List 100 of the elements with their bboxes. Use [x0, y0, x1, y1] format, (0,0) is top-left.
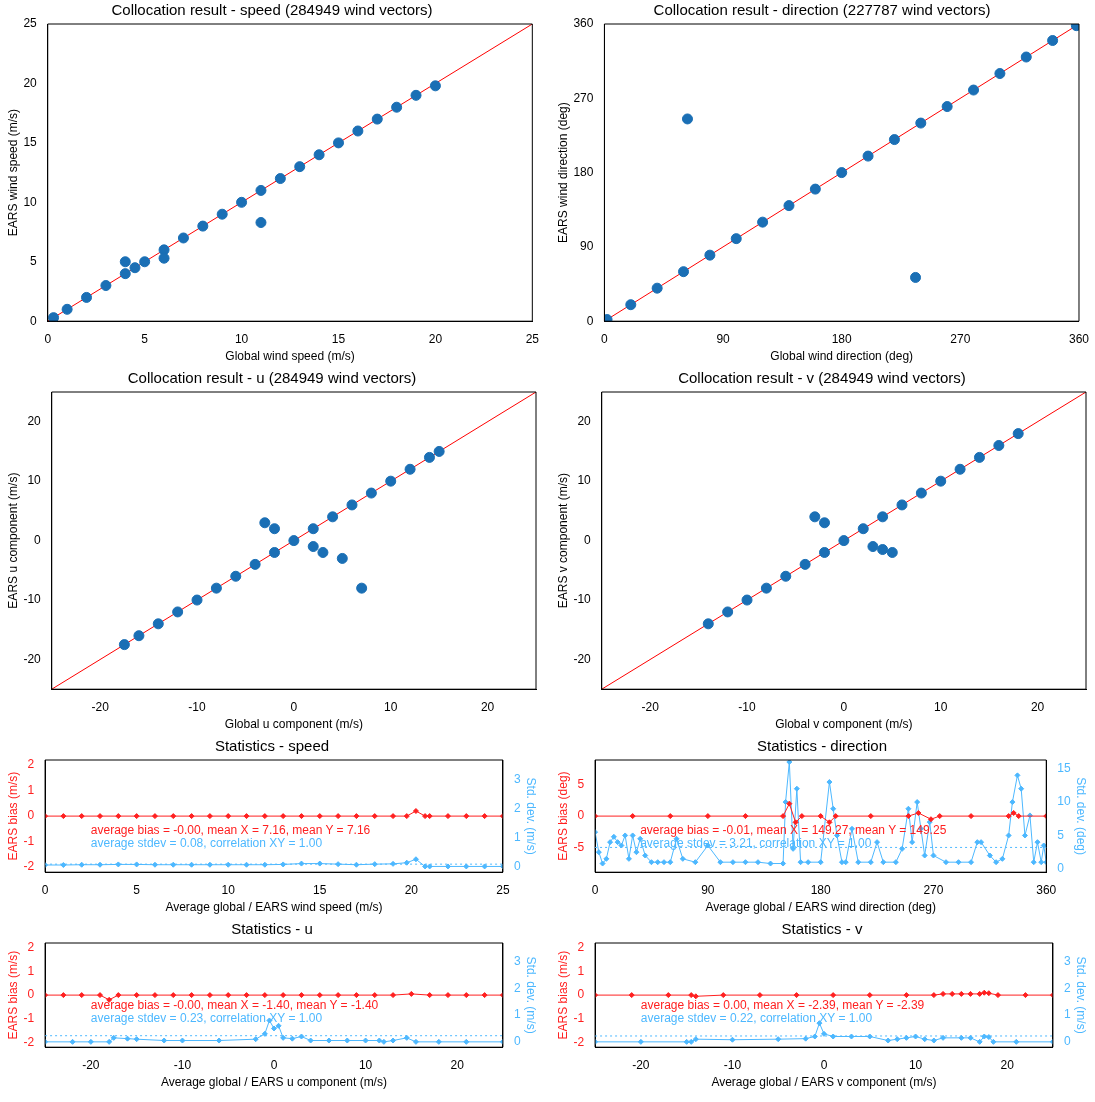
- x-tick-label: 10: [234, 331, 249, 346]
- y-tick-label: -10: [23, 592, 42, 607]
- y-tick-label: 0: [584, 532, 592, 547]
- y-axis-title: EARS v component (m/s): [555, 472, 570, 609]
- x-tick-label: 20: [404, 882, 419, 897]
- x-tick-label: 0: [270, 1057, 278, 1072]
- y2-tick-label: 3: [513, 954, 521, 969]
- y-tick-label: -2: [23, 859, 35, 874]
- x-tick-label: -20: [641, 699, 660, 714]
- chart-title: Statistics - u: [231, 920, 313, 938]
- y-tick-label: 20: [23, 75, 38, 90]
- y-tick-label: 1: [27, 963, 35, 978]
- x-axis-title: Average global / EARS wind direction (deg): [705, 900, 936, 915]
- y2-tick-label: 3: [1063, 954, 1071, 969]
- x-tick-label: 10: [908, 1057, 923, 1072]
- chart-title: Statistics - v: [781, 920, 863, 938]
- y2-tick-label: 0: [513, 1034, 521, 1049]
- x-tick-label: -20: [632, 1057, 650, 1072]
- x-tick-label: 20: [1030, 699, 1045, 714]
- y-tick-label: -20: [573, 651, 592, 666]
- x-axis-title: Average global / EARS v component (m/s): [711, 1075, 937, 1090]
- chart-title: Collocation result - v (284949 wind vectors): [678, 369, 966, 387]
- y-tick-label: 0: [586, 313, 594, 328]
- y-tick-label: -1: [23, 1011, 35, 1026]
- y-tick-label: 2: [27, 940, 35, 955]
- x-axis-title: Global wind speed (m/s): [225, 349, 355, 364]
- y-axis-title: EARS bias (deg): [555, 771, 570, 861]
- x-tick-label: 5: [141, 331, 149, 346]
- x-tick-label: 270: [923, 882, 944, 897]
- x-tick-label: 360: [1036, 882, 1057, 897]
- x-tick-label: -10: [723, 1057, 742, 1072]
- y2-tick-label: 5: [1057, 827, 1065, 842]
- y2-tick-label: 3: [513, 772, 521, 787]
- y-tick-label: 10: [577, 473, 592, 488]
- chart-title: Statistics - speed: [214, 737, 330, 755]
- y-tick-label: 0: [27, 808, 35, 823]
- y2-axis-title: Std. dev. (deg): [1074, 777, 1089, 856]
- y-tick-label: -2: [23, 1034, 35, 1049]
- x-axis-title: Average global / EARS wind speed (m/s): [165, 900, 383, 915]
- x-tick-label: 10: [358, 1057, 373, 1072]
- y2-tick-label: 10: [1057, 794, 1071, 809]
- chart-title: Collocation result - direction (227787 wind vectors): [653, 1, 991, 19]
- annotation: average stdev = 0.08, correlation XY = 1.00: [90, 836, 323, 851]
- annotation: average bias = -0.00, mean X = 7.16, mean Y = 7.16: [90, 823, 371, 838]
- y-tick-label: 20: [577, 414, 592, 429]
- y2-tick-label: 15: [1057, 760, 1071, 775]
- x-tick-label: 270: [950, 331, 971, 346]
- x-tick-label: 20: [480, 699, 495, 714]
- x-tick-label: 0: [290, 699, 298, 714]
- y-tick-label: 0: [577, 987, 585, 1002]
- x-tick-label: 360: [1068, 331, 1090, 346]
- y-tick-label: 5: [577, 777, 585, 792]
- y2-tick-label: 0: [1057, 861, 1065, 876]
- y2-tick-label: 2: [513, 980, 521, 995]
- annotation: average bias = 0.00, mean X = -2.39, mean Y = -2.39: [640, 998, 925, 1013]
- y2-axis-title: Std. dev. (m/s): [1074, 956, 1089, 1034]
- y-tick-label: -20: [23, 651, 42, 666]
- x-tick-label: 15: [313, 882, 327, 897]
- x-tick-label: 20: [1000, 1057, 1015, 1072]
- y-axis-title: EARS bias (m/s): [555, 950, 570, 1040]
- y-tick-label: 90: [580, 239, 594, 254]
- y-tick-label: -1: [573, 1011, 585, 1026]
- y2-tick-label: 2: [513, 801, 521, 816]
- x-tick-label: -20: [82, 1057, 100, 1072]
- x-tick-label: -10: [173, 1057, 192, 1072]
- y-tick-label: 0: [34, 532, 42, 547]
- y-tick-label: 25: [23, 16, 38, 31]
- x-tick-label: 25: [525, 331, 540, 346]
- x-axis-title: Average global / EARS u component (m/s): [161, 1075, 387, 1090]
- y-tick-label: 2: [27, 757, 35, 772]
- y-tick-label: 1: [577, 963, 585, 978]
- annotation: average stdev = 0.23, correlation XY = 1.00: [90, 1011, 323, 1026]
- y2-tick-label: 0: [513, 858, 521, 873]
- y2-tick-label: 0: [1063, 1034, 1071, 1049]
- x-tick-label: -10: [188, 699, 207, 714]
- x-tick-label: 0: [601, 331, 609, 346]
- x-axis-title: Global v component (m/s): [775, 717, 913, 732]
- y-tick-label: 15: [23, 135, 38, 150]
- y-tick-label: 360: [573, 16, 594, 31]
- x-tick-label: 0: [840, 699, 848, 714]
- x-tick-label: 10: [384, 699, 398, 714]
- x-tick-label: 180: [810, 882, 831, 897]
- y-axis-title: EARS bias (m/s): [5, 950, 20, 1040]
- x-tick-label: 90: [716, 331, 731, 346]
- annotation: average stdev = 0.22, correlation XY = 1.00: [640, 1011, 873, 1026]
- y2-tick-label: 1: [513, 829, 521, 844]
- x-tick-label: 10: [934, 699, 948, 714]
- y-tick-label: 10: [27, 473, 42, 488]
- y-axis-title: EARS wind direction (deg): [555, 102, 570, 243]
- y2-tick-label: 2: [1063, 980, 1071, 995]
- y-tick-label: 0: [27, 987, 35, 1002]
- y-tick-label: 0: [30, 313, 38, 328]
- x-tick-label: 20: [428, 331, 443, 346]
- x-tick-label: 90: [701, 882, 715, 897]
- x-axis-title: Global u component (m/s): [224, 717, 363, 732]
- y-tick-label: -10: [573, 592, 592, 607]
- x-tick-label: 0: [820, 1057, 828, 1072]
- y-tick-label: 20: [27, 414, 42, 429]
- x-tick-label: 15: [331, 331, 346, 346]
- y-axis-title: EARS bias (m/s): [5, 771, 20, 861]
